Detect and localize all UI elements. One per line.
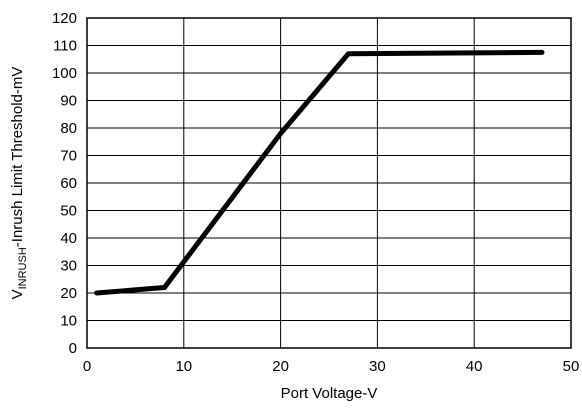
y-tick-label: 110 xyxy=(53,38,77,55)
y-tick-label: 80 xyxy=(60,120,77,137)
y-tick-label: 50 xyxy=(60,203,77,220)
y-axis-label-subscript: INRUSH xyxy=(17,247,29,289)
x-tick-label: 50 xyxy=(563,358,580,375)
y-axis-label-main: V xyxy=(9,289,26,299)
y-tick-label: 70 xyxy=(60,148,77,165)
y-tick-label: 10 xyxy=(60,313,77,330)
grid xyxy=(87,18,571,348)
x-tick-label: 40 xyxy=(466,358,483,375)
y-tick-label: 120 xyxy=(52,10,77,27)
y-tick-label: 0 xyxy=(69,340,77,357)
y-axis-label: VINRUSH-Inrush Limit Threshold-mV xyxy=(9,67,29,300)
x-tick-label: 20 xyxy=(272,358,289,375)
x-tick-label: 0 xyxy=(83,358,91,375)
x-axis-label: Port Voltage-V xyxy=(281,385,378,402)
y-tick-label: 90 xyxy=(60,93,77,110)
y-tick-label: 60 xyxy=(60,175,77,192)
y-tick-label: 20 xyxy=(60,285,77,302)
x-tick-label: 30 xyxy=(369,358,386,375)
y-tick-label: 100 xyxy=(52,65,77,82)
y-axis-label-suffix: -Inrush Limit Threshold-mV xyxy=(9,67,26,248)
x-tick-label: 10 xyxy=(175,358,192,375)
series-layer xyxy=(97,52,542,293)
series-line xyxy=(97,52,542,293)
y-tick-label: 30 xyxy=(60,258,77,275)
y-tick-label: 40 xyxy=(60,230,77,247)
